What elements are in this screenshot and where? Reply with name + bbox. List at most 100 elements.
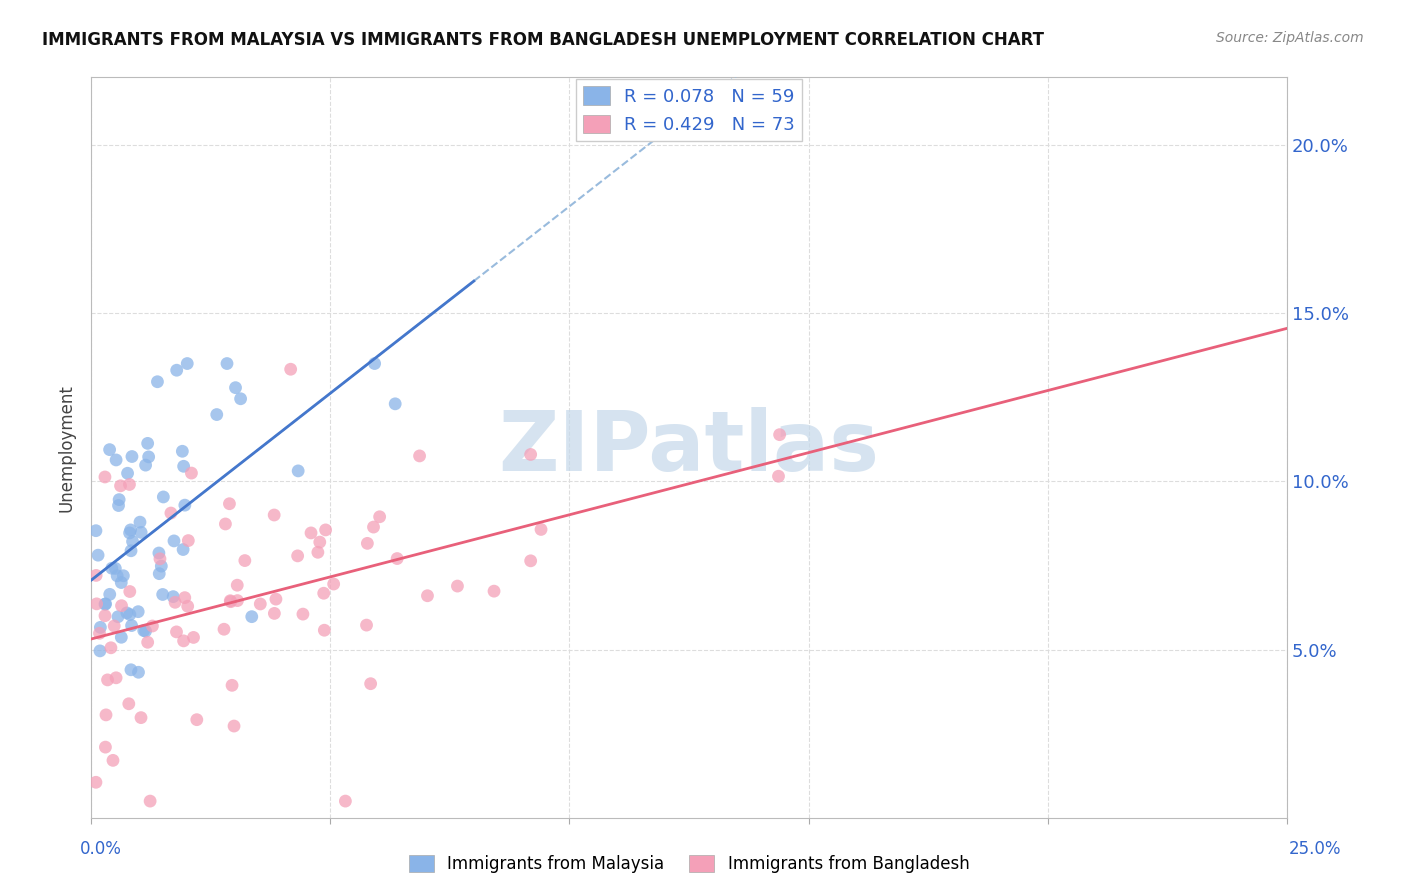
Point [519,447,541,461]
Point [138,450,160,464]
Point [176,357,198,371]
Point [84,524,107,538]
Point [150,559,173,574]
Point [118,607,141,622]
Point [148,566,170,581]
Point [105,453,128,467]
Legend: R = 0.078   N = 59, R = 0.429   N = 73: R = 0.078 N = 59, R = 0.429 N = 73 [575,79,803,141]
Point [315,523,337,537]
Point [291,607,314,621]
Point [165,595,187,609]
Point [219,593,242,607]
Point [186,713,208,727]
Point [768,469,790,483]
Point [166,624,188,639]
Point [139,794,162,808]
Point [212,622,235,636]
Point [94,740,117,755]
Point [107,609,129,624]
Point [162,590,184,604]
Point [87,548,110,562]
Point [101,753,124,767]
Point [108,492,131,507]
Point [240,609,263,624]
Point [519,554,541,568]
Point [180,466,202,480]
Point [335,794,357,808]
Point [160,506,183,520]
Point [89,626,111,640]
Point [118,525,141,540]
Point [183,631,205,645]
Point [121,534,143,549]
Point [118,697,141,711]
Point [322,577,344,591]
Point [110,599,132,613]
Point [94,470,117,484]
Point [94,597,117,611]
Point [121,450,143,464]
Point [115,606,138,620]
Point [177,533,200,548]
Point [112,568,135,582]
Point [222,719,245,733]
Point [314,624,336,638]
Point [225,381,247,395]
Point [363,520,385,534]
Point [105,569,128,583]
Point [141,619,163,633]
Point [363,357,385,371]
Point [105,671,128,685]
Point [299,525,322,540]
Point [368,509,391,524]
Point [94,608,117,623]
Point [226,578,249,592]
Point [136,635,159,649]
Point [96,673,118,687]
Point [768,427,790,442]
Point [121,618,143,632]
Point [132,624,155,638]
Point [110,479,132,493]
Point [416,589,439,603]
Point [110,630,132,644]
Point [173,633,195,648]
Point [127,605,149,619]
Point [446,579,468,593]
Point [173,459,195,474]
Point [107,499,129,513]
Text: ZIPatlas: ZIPatlas [499,407,880,488]
Point [226,593,249,607]
Point [136,436,159,450]
Point [172,444,194,458]
Point [530,523,553,537]
Point [135,624,157,639]
Point [215,357,238,371]
Text: 0.0%: 0.0% [80,839,122,857]
Point [249,597,271,611]
Text: 25.0%: 25.0% [1288,839,1341,857]
Point [100,640,122,655]
Point [117,467,139,481]
Point [103,619,125,633]
Point [408,449,430,463]
Point [308,535,330,549]
Point [263,508,285,522]
Y-axis label: Unemployment: Unemployment [58,384,75,512]
Point [312,586,335,600]
Point [98,587,121,601]
Point [263,607,285,621]
Text: IMMIGRANTS FROM MALAYSIA VS IMMIGRANTS FROM BANGLADESH UNEMPLOYMENT CORRELATION : IMMIGRANTS FROM MALAYSIA VS IMMIGRANTS F… [42,31,1045,49]
Point [98,442,121,457]
Point [360,676,382,690]
Point [118,584,141,599]
Point [135,458,157,472]
Point [94,597,117,611]
Point [264,592,287,607]
Point [94,707,117,722]
Point [173,498,195,512]
Point [205,408,228,422]
Point [101,561,124,575]
Point [163,533,186,548]
Point [280,362,302,376]
